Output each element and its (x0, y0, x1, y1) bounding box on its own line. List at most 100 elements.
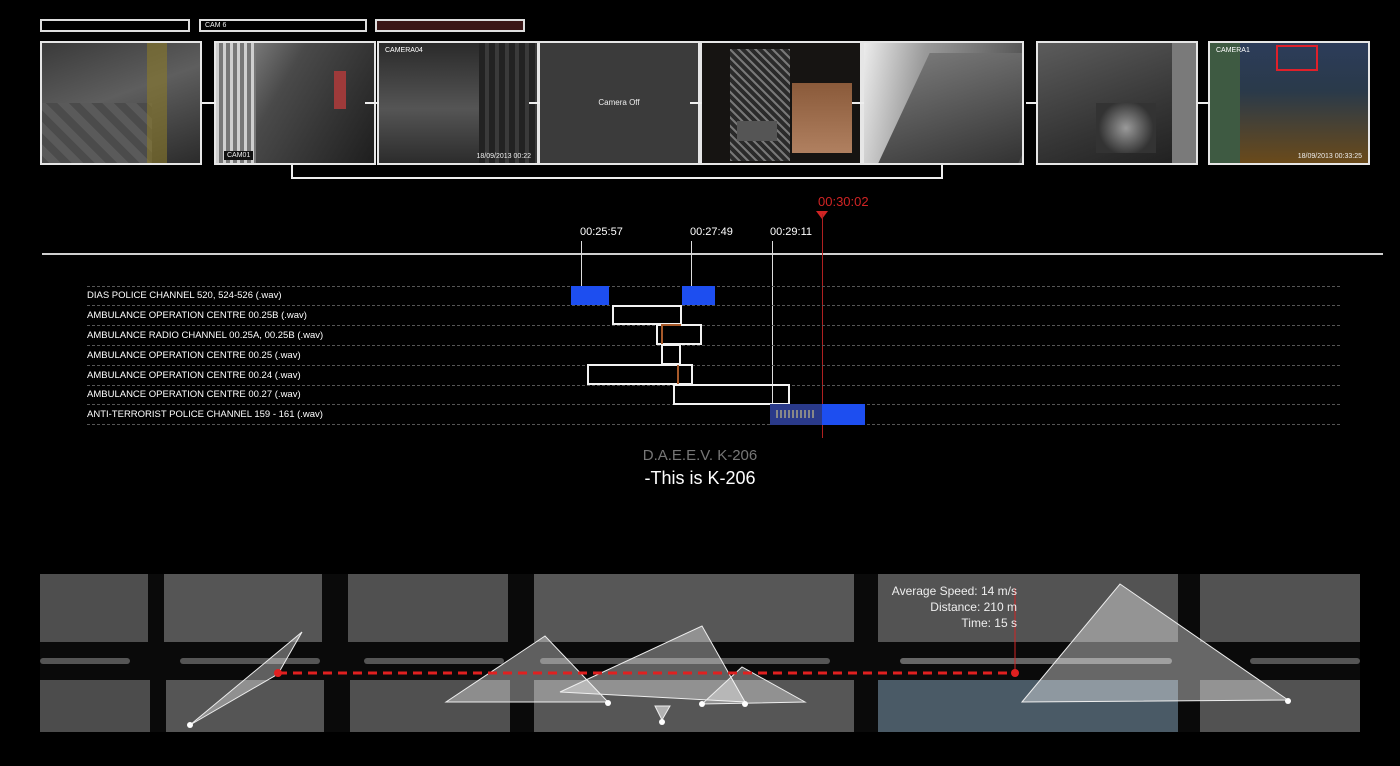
connector (690, 102, 702, 104)
bracket-right (941, 165, 943, 179)
audio-clip-amb-25[interactable] (661, 344, 681, 365)
camera-label: CAMERA1 (1216, 47, 1250, 54)
marker-tick-3 (772, 241, 773, 407)
highlight-box (1276, 45, 1318, 71)
street (878, 53, 1022, 163)
playhead-line[interactable] (822, 214, 823, 438)
track-label-4: AMBULANCE OPERATION CENTRE 00.25 (.wav) (87, 350, 301, 361)
marker-tick-1 (581, 241, 582, 287)
gate-bars (216, 43, 256, 163)
building-block (534, 574, 854, 642)
camera-cone (1020, 583, 1290, 703)
lane-mark (900, 658, 1172, 664)
camera-thumbnail-1[interactable] (40, 41, 202, 165)
grille (730, 49, 790, 161)
audio-clip-dias-2[interactable] (682, 286, 715, 305)
track-label-1: DIAS POLICE CHANNEL 520, 524-526 (.wav) (87, 290, 282, 301)
connector (365, 102, 379, 104)
route-start (274, 669, 282, 677)
camera-thumbnail-7[interactable] (1036, 41, 1198, 165)
building-block (348, 574, 508, 642)
audio-clip-anti-terror-waveform[interactable] (770, 404, 822, 425)
caption-speaker: D.A.E.E.V. K-206 (642, 447, 758, 464)
bracket-left (291, 165, 293, 179)
lane-mark (1250, 658, 1360, 664)
camera-off-text: Camera Off (598, 98, 640, 107)
track-separator (87, 424, 1340, 425)
wall (1172, 43, 1196, 163)
camera-cone (559, 625, 746, 703)
track-separator (87, 345, 1340, 346)
building-block (878, 574, 1178, 642)
connector (1026, 102, 1038, 104)
connector (1198, 102, 1210, 104)
marker-tick-2 (691, 241, 692, 287)
camera-position (605, 700, 611, 706)
camera-thumbnail-5[interactable] (700, 41, 862, 165)
mini-bar-3 (375, 19, 525, 32)
lane-mark (180, 658, 320, 664)
connector (529, 102, 540, 104)
red-sign (334, 71, 346, 109)
street-map[interactable] (40, 574, 1360, 732)
camera-cones-layer (187, 583, 1291, 728)
overlap-mark (661, 324, 681, 326)
marker-time-2: 00:27:49 (690, 226, 733, 238)
track-separator (87, 365, 1340, 366)
camera-thumbnail-4[interactable]: Camera Off (538, 41, 700, 165)
playhead-time: 00:30:02 (818, 194, 869, 209)
camera-thumbnail-6[interactable] (862, 41, 1024, 165)
camera-thumbnail-8[interactable]: CAMERA1 18/09/2013 00:33:25 (1208, 41, 1370, 165)
connector (852, 102, 864, 104)
track-separator (87, 325, 1340, 326)
camera-thumbnail-3[interactable]: CAMERA04 18/09/2013 00:22 (377, 41, 539, 165)
camera-position (187, 722, 193, 728)
overlap-mark (661, 326, 663, 344)
camera-label: CAMERA04 (385, 47, 423, 54)
camera-position (1285, 698, 1291, 704)
camera-position (742, 701, 748, 707)
doormat (737, 121, 777, 141)
building-block (40, 574, 148, 642)
caption-quote: -This is K-206 (644, 468, 756, 488)
building-block (1200, 680, 1360, 732)
track-separator (87, 305, 1340, 306)
stat-time: Time: 15 s (961, 616, 1017, 630)
lane-mark (364, 658, 504, 664)
camera-thumbnail-2[interactable]: CAM01 (214, 41, 376, 165)
camera-cone (654, 705, 671, 722)
shutter (479, 43, 537, 163)
building-block (1200, 574, 1360, 642)
audio-clip-dias-1[interactable] (571, 286, 609, 305)
audio-clip-amb-24[interactable] (587, 364, 693, 385)
floor-tiles (42, 103, 152, 163)
stat-distance: Distance: 210 m (930, 600, 1017, 614)
waveform (776, 410, 816, 418)
building-block (164, 574, 322, 642)
track-label-5: AMBULANCE OPERATION CENTRE 00.24 (.wav) (87, 370, 301, 381)
shop-shelves (792, 83, 852, 153)
green-wall (1210, 43, 1240, 163)
mini-bar-2: CAM 6 (199, 19, 367, 32)
camera-cone (189, 631, 303, 726)
timeline-axis (42, 253, 1383, 255)
camera-stamp: 18/09/2013 00:33:25 (1297, 153, 1362, 160)
audio-clip-anti-terror[interactable] (822, 404, 865, 425)
audio-clip-amb-25b[interactable] (612, 305, 682, 325)
marker-time-3: 00:29:11 (770, 226, 813, 238)
mini-bar-1 (40, 19, 190, 32)
track-label-7: ANTI-TERRORIST POLICE CHANNEL 159 - 161 … (87, 409, 323, 420)
connector (202, 102, 216, 104)
building-block (534, 680, 854, 732)
lane-mark (540, 658, 830, 664)
track-label-2: AMBULANCE OPERATION CENTRE 00.25B (.wav) (87, 310, 307, 321)
building-block (350, 680, 510, 732)
overlap-mark (677, 365, 679, 384)
camera-position (699, 701, 705, 707)
building-block (40, 680, 150, 732)
stat-average-speed: Average Speed: 14 m/s (891, 584, 1017, 598)
audio-clip-amb-27[interactable] (673, 384, 790, 405)
street-light-glow (1096, 103, 1156, 153)
bracket-bottom (291, 177, 943, 179)
camera-position (659, 719, 665, 725)
